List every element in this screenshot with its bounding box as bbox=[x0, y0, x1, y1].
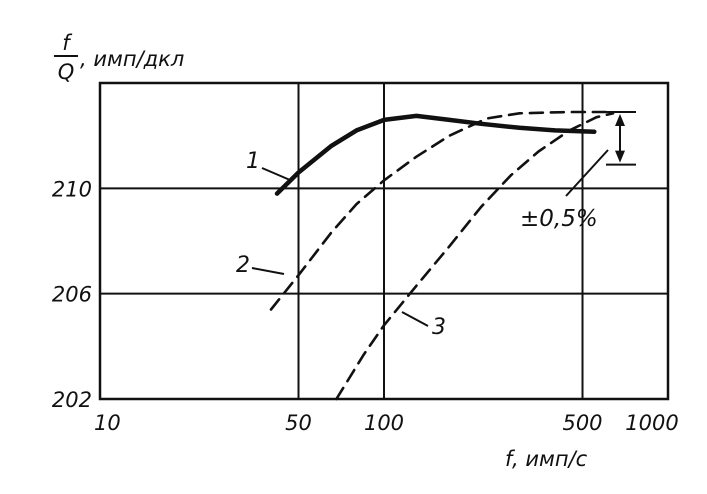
annotation-leader bbox=[565, 149, 609, 197]
series-label-1: 1 bbox=[246, 149, 260, 174]
series-line-1 bbox=[274, 113, 597, 196]
annotation-arrow-up bbox=[615, 113, 625, 126]
series-line-2 bbox=[269, 110, 611, 311]
y-axis-label-denominator: Q bbox=[58, 60, 75, 84]
x-tick-label: 100 bbox=[364, 411, 404, 435]
series-line-3 bbox=[335, 112, 615, 401]
x-tick-label: 50 bbox=[285, 411, 312, 435]
annotation-arrow-down bbox=[615, 150, 625, 163]
series-leader-3 bbox=[401, 311, 429, 327]
annotation-layer: ±0,5% bbox=[520, 110, 636, 232]
series-layer: 1 2 3 bbox=[236, 110, 615, 401]
series-label-2: 2 bbox=[236, 253, 250, 278]
series-leader-1 bbox=[261, 167, 291, 181]
y-tick-label: 206 bbox=[52, 283, 92, 307]
x-tick-label: 500 bbox=[562, 411, 602, 435]
y-tick-label: 210 bbox=[52, 177, 92, 201]
x-axis-label: f, имп/с bbox=[505, 447, 588, 471]
annotation-label: ±0,5% bbox=[520, 206, 598, 232]
series-leader-2 bbox=[251, 267, 285, 275]
x-tick-label: 10 bbox=[94, 411, 121, 435]
y-axis-label-numerator: f bbox=[62, 31, 73, 55]
x-tick-label: 1000 bbox=[625, 411, 678, 435]
grid bbox=[100, 83, 668, 399]
y-axis-label-unit: , имп/дкл bbox=[80, 47, 184, 71]
ticks-layer: 10 50 100 500 1000 202 206 210 bbox=[52, 177, 679, 435]
series-label-3: 3 bbox=[432, 315, 446, 340]
y-tick-label: 202 bbox=[52, 388, 92, 412]
plot-frame bbox=[98, 81, 670, 401]
